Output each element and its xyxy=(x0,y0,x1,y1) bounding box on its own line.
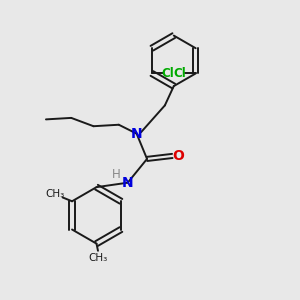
Text: CH₃: CH₃ xyxy=(46,189,65,199)
Text: H: H xyxy=(112,168,121,181)
Text: CH₃: CH₃ xyxy=(88,253,108,262)
Text: N: N xyxy=(122,176,134,190)
Text: N: N xyxy=(131,127,142,141)
Text: O: O xyxy=(172,149,184,163)
Text: Cl: Cl xyxy=(162,67,175,80)
Text: Cl: Cl xyxy=(173,67,186,80)
